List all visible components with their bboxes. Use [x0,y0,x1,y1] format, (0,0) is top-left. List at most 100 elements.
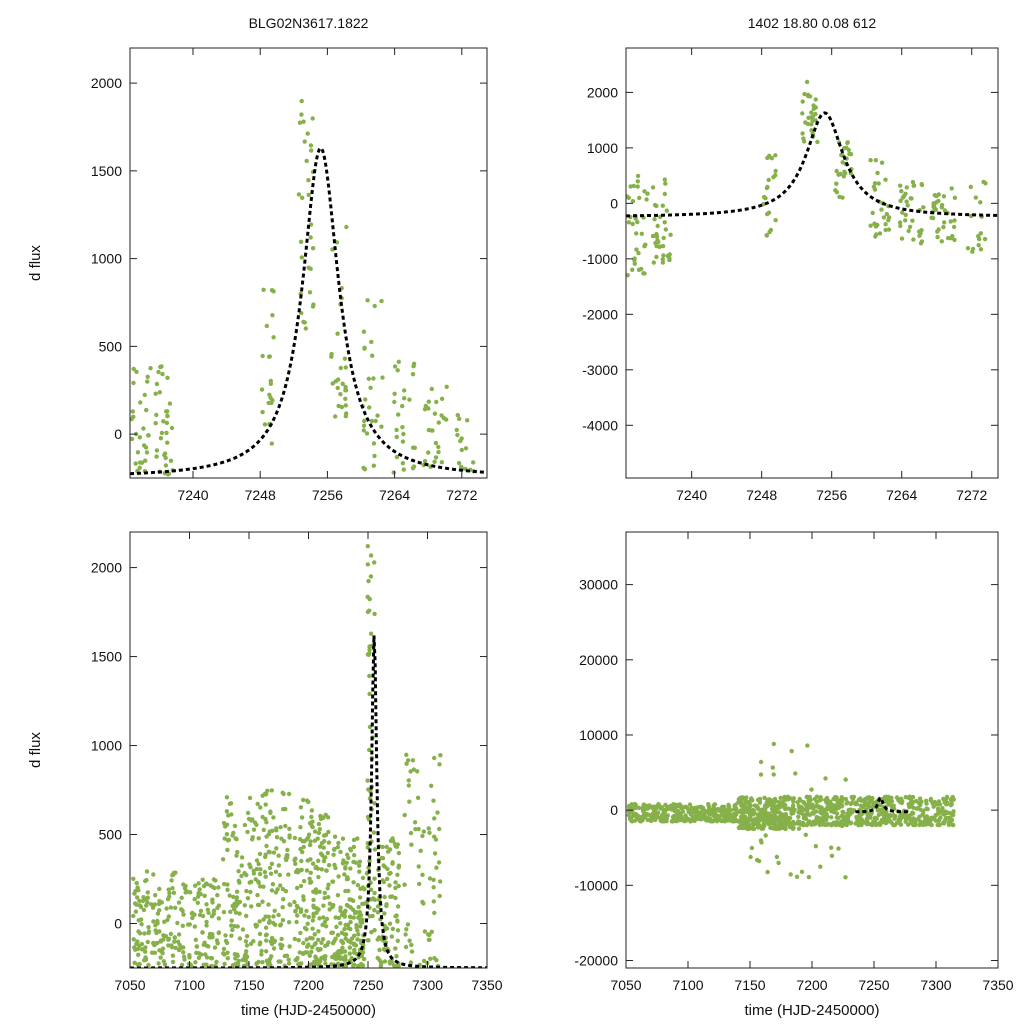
data-point [789,748,794,754]
data-point [743,814,748,820]
data-point [304,837,309,842]
data-point [396,883,401,889]
data-point [271,946,277,951]
data-point [916,800,921,805]
data-point [952,218,957,223]
data-point [708,807,713,813]
y-tick-label: -20000 [574,952,618,968]
data-point [427,830,432,835]
data-point [286,957,291,962]
data-point [372,847,378,852]
data-point [776,805,782,810]
data-point [284,953,290,958]
data-point [132,960,137,965]
data-point [748,854,753,860]
data-point [790,804,796,809]
data-point [349,936,355,941]
x-tick-label: 7272 [956,487,987,503]
data-point [304,158,309,164]
data-point [785,820,790,825]
data-point [455,432,460,438]
data-point [347,951,352,956]
data-point [272,938,277,943]
data-point [891,813,896,818]
data-point [130,409,135,414]
data-point [788,823,793,828]
data-point [166,887,171,892]
panel-p1: 7240 7248 7256 7264 7272 0 500 1000 1500 2000 BLG0… [27,15,488,503]
data-point [849,794,854,800]
data-point [299,961,304,966]
data-point [765,869,770,875]
data-point [626,812,631,818]
data-point [323,961,328,966]
data-point [952,237,957,243]
data-point [436,420,441,425]
data-point [410,372,416,377]
data-point [796,814,801,819]
data-point [626,194,630,199]
data-point [924,801,929,806]
data-point [345,875,350,880]
data-point [157,390,162,395]
y-tick-label: 10000 [579,727,618,743]
data-point [345,922,351,928]
data-point [137,943,142,948]
data-point [153,928,158,933]
data-point [875,170,880,176]
data-point [672,809,678,814]
data-point [249,818,254,823]
data-point [667,256,672,261]
data-point [742,802,747,808]
data-point [748,813,753,818]
data-point [814,809,819,814]
data-point [319,867,324,872]
data-point [903,212,908,218]
data-point [406,778,411,783]
data-point [348,919,353,925]
data-point [178,946,183,951]
data-point [299,867,304,873]
data-point [205,907,210,912]
data-point [421,829,426,834]
data-point [814,803,820,808]
data-point [372,908,377,913]
data-point [222,881,227,887]
data-point [372,453,377,459]
data-point [911,237,916,242]
data-point [269,788,274,793]
data-point [165,413,170,419]
data-point [201,942,206,947]
data-point [261,917,266,922]
x-tick-label: 7350 [982,977,1013,993]
data-point [668,232,673,237]
data-point [758,814,763,819]
data-point [763,833,768,838]
data-point [222,961,227,967]
data-point [242,870,247,876]
data-point [420,872,425,877]
data-point [883,818,888,823]
data-point [367,691,372,697]
data-point [173,945,178,951]
data-point [257,919,262,924]
data-point [204,902,209,907]
data-point [432,755,437,761]
data-point [655,223,660,229]
data-point [897,220,903,225]
data-point [944,794,950,800]
data-point [884,795,890,800]
data-point [239,863,244,868]
data-point [384,844,389,850]
data-point [159,949,164,954]
data-point [145,379,150,384]
data-point [360,885,366,890]
data-point [301,878,307,884]
data-point [437,762,442,767]
data-point [910,179,916,185]
data-point [257,871,263,877]
data-point [280,905,285,910]
data-point [333,915,338,920]
data-point [325,886,330,891]
data-point [873,224,879,229]
